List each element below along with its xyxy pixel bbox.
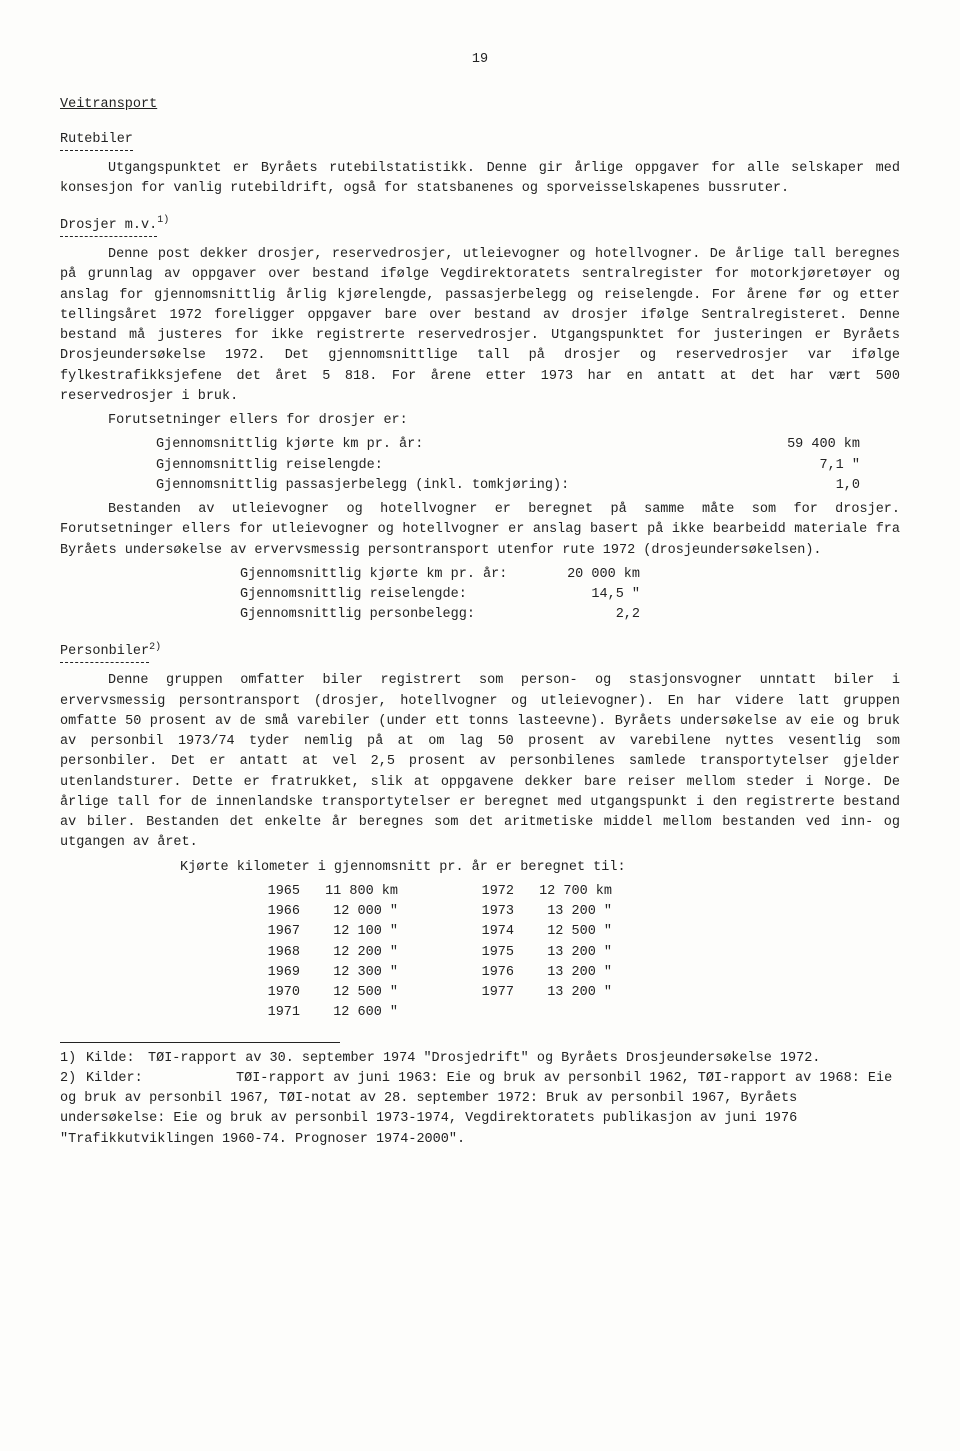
value-cell: 13 200 " [522, 983, 620, 1003]
list-value: 14,5 " [540, 585, 640, 605]
year-cell: 1965 [240, 882, 308, 902]
footnote-source-label: Kilde: [86, 1049, 148, 1069]
heading-text: Veitransport [60, 97, 157, 112]
page-number: 19 [60, 50, 900, 70]
heading-text: Drosjer m.v. [60, 216, 157, 237]
value-cell: 12 200 " [308, 943, 406, 963]
value-cell: 12 100 " [308, 922, 406, 942]
year-cell: 1976 [454, 963, 522, 983]
value-cell: 13 200 " [522, 963, 620, 983]
list-label: Gjennomsnittlig reiselengde: [156, 456, 383, 476]
paragraph: Kjørte kilometer i gjennomsnitt pr. år e… [180, 858, 900, 878]
heading-veitransport: Veitransport [60, 95, 900, 115]
list-label: Gjennomsnittlig kjørte km pr. år: [240, 565, 540, 585]
year-cell: 1977 [454, 983, 522, 1003]
footnote-text: TØI-rapport av 30. september 1974 "Drosj… [148, 1051, 820, 1066]
footnote-rule [60, 1042, 340, 1043]
table-row: 196511 800 km 197212 700 km [240, 882, 900, 902]
footnote-number: 2) [60, 1069, 86, 1089]
list-value: 1,0 [836, 476, 900, 496]
heading-personbiler: Personbiler2) [60, 640, 900, 664]
footnote-ref: 1) [157, 215, 169, 226]
list-label: Gjennomsnittlig kjørte km pr. år: [156, 435, 423, 455]
list-value: 20 000 km [540, 565, 640, 585]
year-cell: 1974 [454, 922, 522, 942]
paragraph: Forutsetninger ellers for drosjer er: [108, 411, 900, 431]
heading-text: Personbiler [60, 642, 149, 663]
value-cell: 12 600 " [308, 1003, 406, 1023]
footnote: 2)Kilder:TØI-rapport av juni 1963: Eie o… [60, 1069, 900, 1150]
year-cell: 1972 [454, 882, 522, 902]
table-row: 196812 200 " 197513 200 " [240, 943, 900, 963]
list-row: Gjennomsnittlig kjørte km pr. år: 20 000… [240, 565, 900, 585]
value-cell: 13 200 " [522, 943, 620, 963]
value-cell: 12 500 " [308, 983, 406, 1003]
year-cell: 1973 [454, 902, 522, 922]
value-cell: 12 700 km [522, 882, 620, 902]
heading-rutebiler: Rutebiler [60, 130, 900, 151]
paragraph: Utgangspunktet er Byråets rutebilstatist… [60, 159, 900, 200]
year-cell: 1975 [454, 943, 522, 963]
paragraph: Denne post dekker drosjer, reservedrosje… [60, 245, 900, 407]
year-cell: 1971 [240, 1003, 308, 1023]
assumptions-list-utleie: Gjennomsnittlig kjørte km pr. år: 20 000… [240, 565, 900, 626]
list-row: Gjennomsnittlig reiselengde: 7,1 " [156, 456, 900, 476]
paragraph: Denne gruppen omfatter biler registrert … [60, 671, 900, 853]
footnote-number: 1) [60, 1049, 86, 1069]
list-row: Gjennomsnittlig passasjerbelegg (inkl. t… [156, 476, 900, 496]
year-cell: 1967 [240, 922, 308, 942]
footnote-ref: 2) [149, 642, 161, 653]
footnote-text: TØI-rapport av juni 1963: Eie og bruk av… [60, 1071, 892, 1147]
value-cell: 12 500 " [522, 922, 620, 942]
year-cell: 1968 [240, 943, 308, 963]
table-row: 196712 100 " 197412 500 " [240, 922, 900, 942]
list-row: Gjennomsnittlig reiselengde: 14,5 " [240, 585, 900, 605]
list-row: Gjennomsnittlig kjørte km pr. år: 59 400… [156, 435, 900, 455]
table-row: 197112 600 " [240, 1003, 900, 1023]
list-value: 7,1 " [819, 456, 900, 476]
value-cell: 13 200 " [522, 902, 620, 922]
list-label: Gjennomsnittlig reiselengde: [240, 585, 540, 605]
footnote-source-label: Kilder: [86, 1069, 148, 1089]
list-label: Gjennomsnittlig passasjerbelegg (inkl. t… [156, 476, 569, 496]
heading-text: Rutebiler [60, 130, 133, 151]
year-cell: 1970 [240, 983, 308, 1003]
list-label: Gjennomsnittlig personbelegg: [240, 605, 540, 625]
value-cell: 11 800 km [308, 882, 406, 902]
value-cell: 12 000 " [308, 902, 406, 922]
table-row: 196612 000 " 197313 200 " [240, 902, 900, 922]
table-row: 196912 300 " 197613 200 " [240, 963, 900, 983]
footnotes: 1)Kilde:TØI-rapport av 30. september 197… [60, 1049, 900, 1150]
year-cell: 1966 [240, 902, 308, 922]
paragraph: Bestanden av utleievogner og hotellvogne… [60, 500, 900, 561]
assumptions-list-drosjer: Gjennomsnittlig kjørte km pr. år: 59 400… [156, 435, 900, 496]
list-value: 59 400 km [787, 435, 900, 455]
value-cell: 12 300 " [308, 963, 406, 983]
km-table: 196511 800 km197212 700 km 196612 000 "1… [240, 882, 900, 1024]
year-cell: 1969 [240, 963, 308, 983]
table-row: 197012 500 " 197713 200 " [240, 983, 900, 1003]
list-value: 2,2 [540, 605, 640, 625]
list-row: Gjennomsnittlig personbelegg: 2,2 [240, 605, 900, 625]
heading-drosjer: Drosjer m.v.1) [60, 213, 900, 237]
year-cell [454, 1003, 522, 1023]
footnote: 1)Kilde:TØI-rapport av 30. september 197… [60, 1049, 900, 1069]
value-cell [522, 1003, 620, 1023]
